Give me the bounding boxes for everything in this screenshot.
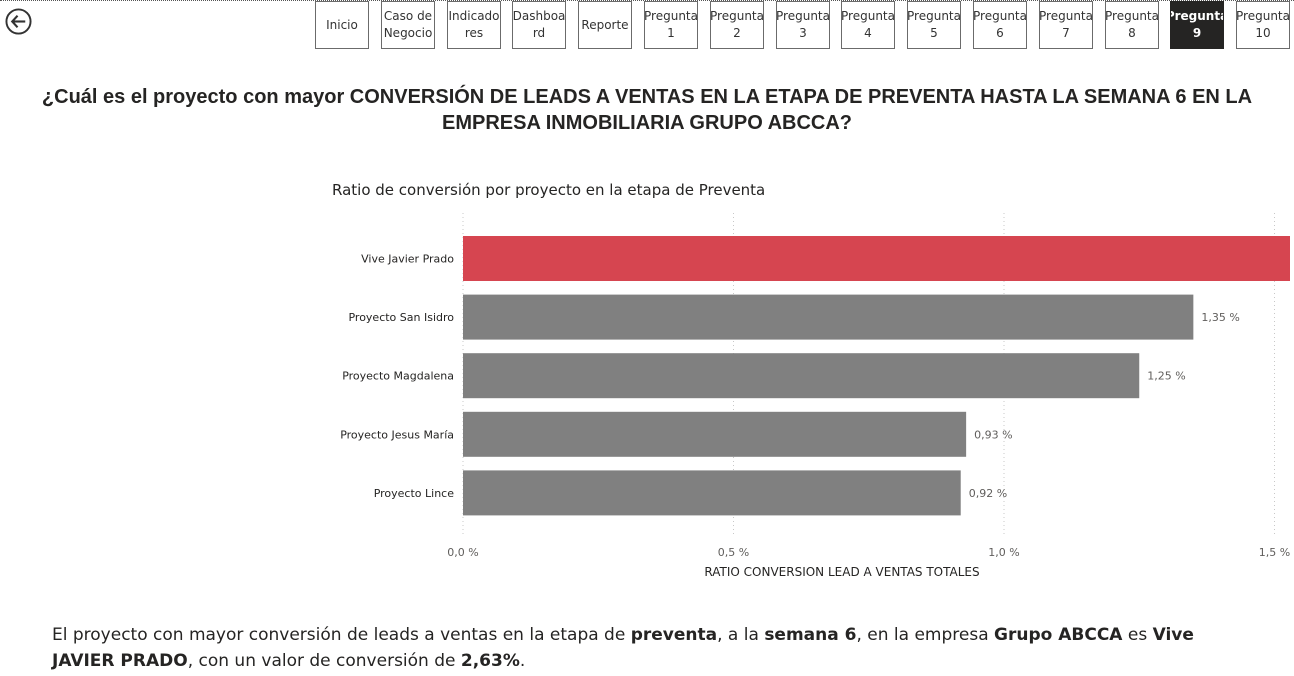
bar (463, 294, 1194, 340)
nav-button-indicado-res[interactable]: Indicado res (447, 1, 501, 49)
x-tick-label: 0,0 % (447, 546, 478, 559)
top-border (0, 0, 1294, 1)
category-label: Proyecto Magdalena (342, 370, 454, 383)
page-question: ¿Cuál es el proyecto con mayor CONVERSIÓ… (41, 86, 1253, 134)
nav-button-inicio[interactable]: Inicio (315, 1, 369, 49)
data-label: 1,35 % (1201, 311, 1239, 324)
nav-button-pregunta-2[interactable]: Pregunta 2 (710, 1, 764, 49)
nav-button-label: Pregunta 5 (907, 9, 961, 40)
summary-emphasis: Vive JAVIER PRADO (52, 625, 1194, 671)
bar-chart: 0,0 %0,5 %1,0 %1,5 %2,0 %2,5 %Vive Javie… (340, 213, 1290, 579)
nav-button-label: Dashboa rd (512, 9, 566, 40)
x-tick-label: 1,5 % (1259, 546, 1290, 559)
bar (463, 353, 1140, 399)
category-label: Proyecto Jesus María (340, 428, 454, 441)
nav-button-dashboa-rd[interactable]: Dashboa rd (512, 1, 566, 49)
nav-button-label: Indicado res (448, 9, 500, 40)
nav-button-label: Pregunta 6 (973, 9, 1027, 40)
summary-segment: es (1122, 625, 1153, 645)
nav-button-label: Pregunta 10 (1236, 9, 1290, 40)
nav-button-label: Pregunta 7 (1039, 9, 1093, 40)
category-label: Proyecto San Isidro (348, 311, 454, 324)
nav-button-pregunta-1[interactable]: Pregunta 1 (644, 1, 698, 49)
nav-button-pregunta-3[interactable]: Pregunta 3 (776, 1, 830, 49)
nav-button-label: Pregunta 1 (644, 9, 698, 40)
nav-button-reporte[interactable]: Reporte (578, 1, 632, 49)
nav-button-pregunta-10[interactable]: Pregunta 10 (1236, 1, 1290, 49)
summary-segment: . (519, 651, 526, 671)
summary-emphasis: 2,63% (460, 651, 520, 671)
nav-button-label: Pregunta 4 (841, 9, 895, 40)
data-label: 1,25 % (1147, 370, 1185, 383)
summary-segment: , a la (717, 625, 765, 645)
nav-button-label: Caso de Negocio (383, 9, 433, 40)
x-tick-label: 1,0 % (988, 546, 1019, 559)
nav-button-label: Reporte (581, 17, 629, 32)
nav-button-label: Pregunta 8 (1105, 9, 1159, 40)
summary-segment: El proyecto con mayor conversión de lead… (52, 625, 631, 645)
x-tick-label: 0,5 % (718, 546, 749, 559)
summary-emphasis: semana 6 (764, 625, 857, 645)
nav-button-label: Pregunta 2 (710, 9, 764, 40)
nav-button-pregunta-5[interactable]: Pregunta 5 (907, 1, 961, 49)
nav-button-pregunta-7[interactable]: Pregunta 7 (1039, 1, 1093, 49)
nav-button-pregunta-9[interactable]: Pregunta 9 (1170, 1, 1224, 49)
bar (463, 470, 961, 516)
data-label: 0,92 % (969, 487, 1007, 500)
nav-button-label: Pregunta 3 (776, 9, 830, 40)
summary-segment: , en la empresa (856, 625, 995, 645)
chart-title: Ratio de conversión por proyecto en la e… (332, 181, 766, 199)
nav-button-pregunta-4[interactable]: Pregunta 4 (841, 1, 895, 49)
bar (463, 236, 1290, 281)
category-label: Proyecto Lince (374, 487, 455, 500)
nav-button-pregunta-6[interactable]: Pregunta 6 (973, 1, 1027, 49)
data-label: 0,93 % (974, 428, 1012, 441)
nav-button-pregunta-8[interactable]: Pregunta 8 (1105, 1, 1159, 49)
summary-emphasis: Grupo ABCCA (994, 625, 1123, 645)
back-arrow-icon[interactable] (5, 8, 32, 35)
x-axis-title: RATIO CONVERSION LEAD A VENTAS TOTALES (704, 565, 979, 579)
category-label: Vive Javier Prado (361, 253, 454, 266)
bar (463, 411, 967, 457)
nav-button-label: Inicio (326, 17, 358, 32)
summary-text: El proyecto con mayor conversión de lead… (52, 622, 1252, 674)
summary-segment: , con un valor de conversión de (187, 651, 461, 671)
summary-emphasis: preventa (630, 625, 718, 645)
nav-button-caso-de-negocio[interactable]: Caso de Negocio (381, 1, 435, 49)
nav-button-label: Pregunta 9 (1171, 9, 1223, 40)
